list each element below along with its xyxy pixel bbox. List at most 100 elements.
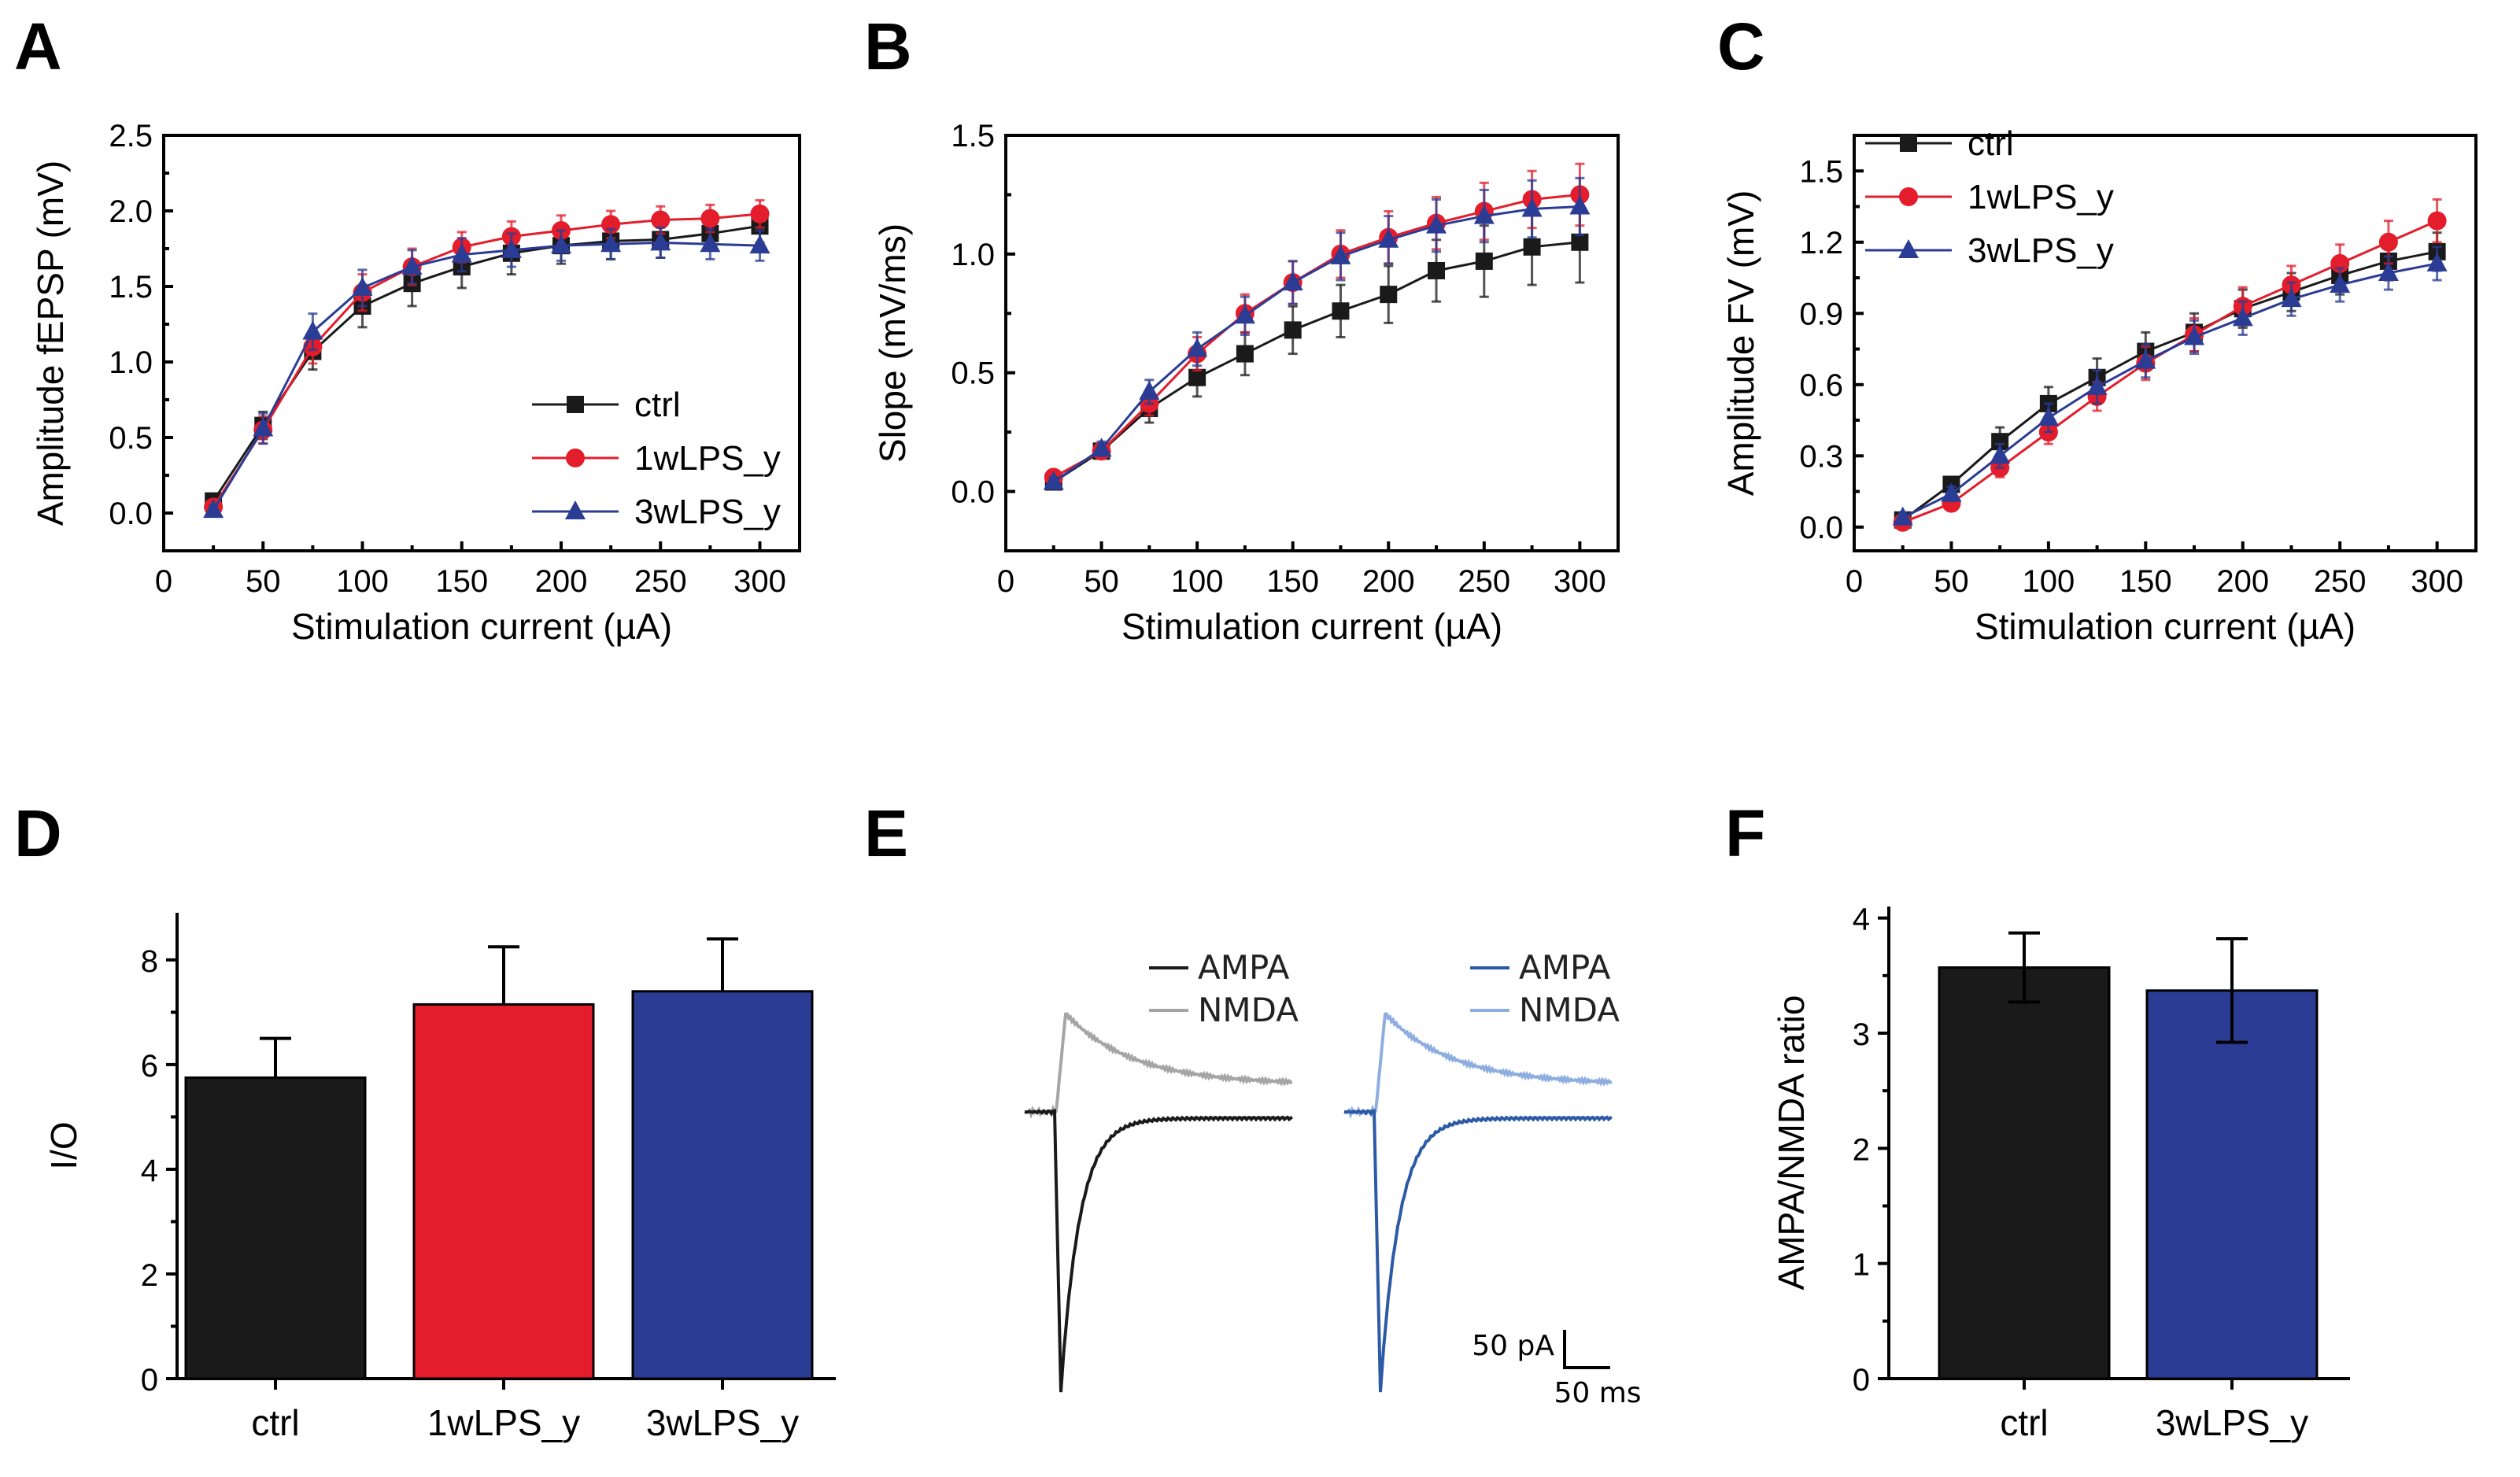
x-tick-label: 50 <box>1084 564 1119 599</box>
trace-ampa-3wLPS <box>1343 1109 1613 1393</box>
scale-time-label: 50 ms <box>1554 1377 1641 1409</box>
panel-letter-A: A <box>14 9 62 83</box>
x-axis-title: Stimulation current (µA) <box>1121 606 1502 647</box>
legend-marker <box>1898 239 1919 258</box>
legend-marker <box>1900 135 1917 152</box>
data-point <box>1941 482 1962 502</box>
data-point <box>352 276 373 296</box>
data-point <box>2330 274 2351 294</box>
legend-label: ctrl <box>634 386 681 424</box>
x-tick-label: 300 <box>1554 564 1606 599</box>
data-point <box>750 204 770 223</box>
y-tick-label: 0 <box>141 1363 158 1398</box>
x-tick-label: 300 <box>2411 564 2463 599</box>
panel-letter-E: E <box>864 796 908 870</box>
data-point <box>700 209 720 228</box>
y-tick-label: 0.3 <box>1799 439 1843 474</box>
y-tick-label: 0.5 <box>109 421 153 456</box>
legend-nmda-3wLPS-label: NMDA <box>1519 991 1620 1029</box>
data-point <box>650 231 671 251</box>
y-tick-label: 4 <box>141 1154 158 1188</box>
x-tick-label: 100 <box>1171 564 1224 599</box>
x-tick-label: 250 <box>2314 564 2367 599</box>
data-point <box>1475 252 1493 270</box>
data-point <box>451 243 472 263</box>
category-label: ctrl <box>251 1402 299 1443</box>
bar-1wLPS_y <box>412 1003 595 1380</box>
x-tick-label: 50 <box>1934 564 1969 599</box>
data-point <box>551 234 571 254</box>
bar-3wLPS_y <box>2145 989 2319 1380</box>
panel-letter-C: C <box>1717 9 1765 83</box>
data-point <box>1990 445 2011 464</box>
x-tick-label: 50 <box>246 564 281 599</box>
y-tick-label: 0.5 <box>951 356 995 391</box>
scale-bar <box>1563 1330 1610 1369</box>
data-point <box>749 234 770 254</box>
panel-F: F 0 1 2 3 4 ctrl 3wLPS_y AMPA/NMDA ratio <box>1725 796 2350 1443</box>
data-point <box>1332 302 1350 320</box>
category-label: 3wLPS_y <box>646 1402 799 1443</box>
legend-marker <box>567 396 584 413</box>
legend: ctrl 1wLPS_y 3wLPS_y <box>532 386 781 531</box>
y-axis-title: Slope (mV/ms) <box>872 223 913 463</box>
data-point <box>401 256 423 275</box>
x-tick-label: 100 <box>336 564 389 599</box>
data-point <box>1473 205 1495 224</box>
data-point <box>600 233 622 253</box>
y-tick-label: 1.2 <box>1799 226 1843 260</box>
legend-ampa-3wLPS-label: AMPA <box>1519 948 1611 987</box>
y-tick-label: 0.0 <box>951 475 995 510</box>
trace-nmda-3wLPS <box>1343 1012 1613 1119</box>
y-tick-label: 4 <box>1853 903 1870 937</box>
bar-ctrl <box>184 1076 367 1380</box>
plot-frame <box>1853 134 2478 552</box>
x-axis-title: Stimulation current (µA) <box>1975 606 2356 647</box>
y-tick-label: 0.6 <box>1799 368 1843 403</box>
series-3wLPS_y <box>1043 176 1591 490</box>
y-tick-label: 2.0 <box>109 194 153 229</box>
panel-D: D 0 2 4 6 8 ctrl 1wLPS_y 3wLPS_y I/O <box>14 796 836 1443</box>
y-tick-label: 0.0 <box>109 497 153 531</box>
data-point <box>253 417 274 437</box>
x-tick-label: 0 <box>997 564 1014 599</box>
y-axis-title: I/O <box>43 1121 84 1169</box>
series-ctrl <box>1044 200 1589 491</box>
data-point <box>2086 375 2108 395</box>
legend-label: 3wLPS_y <box>1968 231 2114 270</box>
y-tick-label: 2 <box>141 1258 158 1293</box>
series-line <box>212 241 760 511</box>
legend-marker <box>565 500 586 519</box>
series-line <box>1052 205 1580 483</box>
data-point <box>1330 245 1351 264</box>
data-point <box>1043 471 1064 490</box>
data-point <box>1991 433 2009 451</box>
y-tick-label: 2 <box>1853 1132 1870 1167</box>
series-line <box>1053 193 1580 478</box>
x-tick-label: 250 <box>1458 564 1510 599</box>
x-tick-label: 300 <box>733 564 786 599</box>
data-point <box>1523 238 1541 256</box>
data-point <box>2038 407 2059 426</box>
trace-ampa-ctrl <box>1024 1109 1293 1393</box>
legend-nmda-ctrl-label: NMDA <box>1198 991 1299 1029</box>
data-point <box>1569 195 1591 215</box>
y-axis-title: Amplitude fEPSP (mV) <box>30 161 71 526</box>
panel-letter-F: F <box>1725 796 1765 870</box>
data-point <box>2135 349 2156 369</box>
data-point <box>1139 380 1160 400</box>
y-tick-label: 1.5 <box>109 270 153 305</box>
panel-letter-B: B <box>864 9 912 83</box>
y-axis-title: AMPA/NMDA ratio <box>1771 995 1812 1291</box>
x-tick-label: 150 <box>1266 564 1319 599</box>
data-point <box>1284 321 1302 339</box>
y-tick-label: 1.0 <box>109 345 153 380</box>
data-point <box>1234 305 1255 324</box>
x-tick-label: 200 <box>2216 564 2269 599</box>
data-point <box>302 320 323 340</box>
y-tick-label: 0 <box>1853 1363 1870 1398</box>
data-point <box>1521 198 1543 217</box>
y-tick-label: 0.0 <box>1799 511 1843 545</box>
data-point <box>1892 506 1913 526</box>
